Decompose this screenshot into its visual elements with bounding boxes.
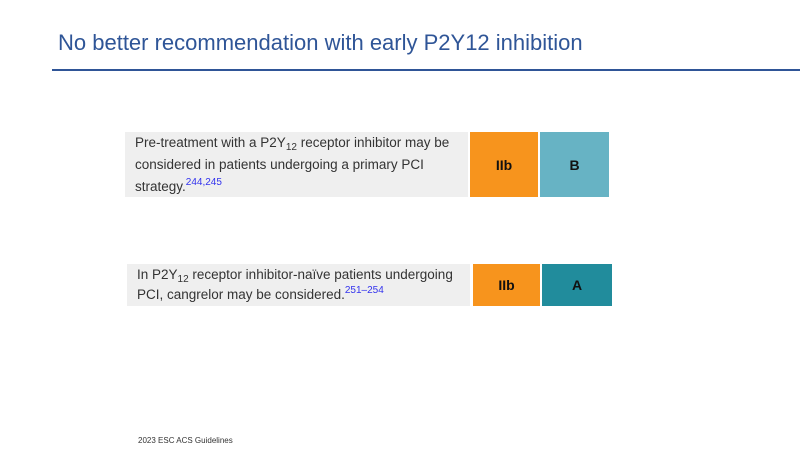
recommendation-text: Pre-treatment with a P2Y12 receptor inhi…: [125, 132, 468, 197]
level-badge: A: [542, 264, 612, 306]
class-badge: IIb: [473, 264, 540, 306]
reference: 251–254: [344, 285, 384, 296]
footer-source: 2023 ESC ACS Guidelines: [138, 436, 233, 445]
reference: 244,245: [185, 177, 222, 188]
recommendation-row: Pre-treatment with a P2Y12 receptor inhi…: [125, 132, 609, 197]
title-divider: [52, 69, 800, 71]
page-title: No better recommendation with early P2Y1…: [58, 30, 583, 55]
recommendation-row: In P2Y12 receptor inhibitor-naïve patien…: [127, 264, 612, 306]
class-badge: IIb: [470, 132, 538, 197]
recommendation-text: In P2Y12 receptor inhibitor-naïve patien…: [127, 264, 470, 306]
level-badge: B: [540, 132, 609, 197]
